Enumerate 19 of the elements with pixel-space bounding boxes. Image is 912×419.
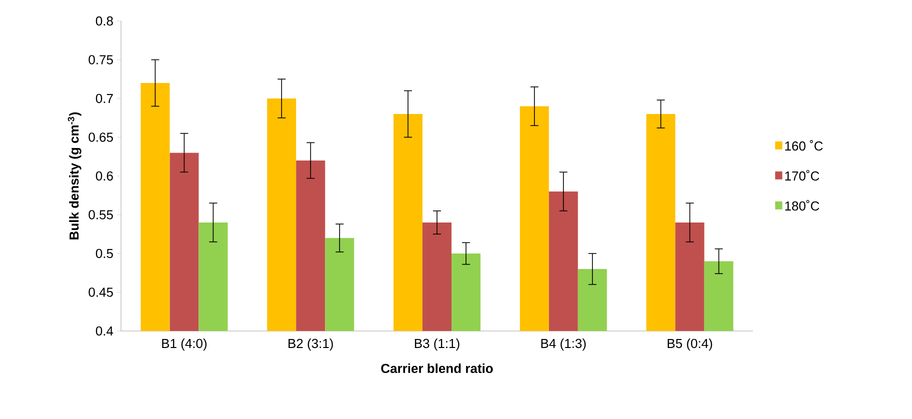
y-tick-label: 0.8 xyxy=(96,16,113,26)
x-tick-label: B1 (4:0) xyxy=(162,338,207,351)
legend-label: 180˚C xyxy=(785,200,820,211)
y-tick-label: 0.4 xyxy=(96,326,114,336)
x-tick-label: B3 (1:1) xyxy=(414,338,460,351)
y-tick-label: 0.7 xyxy=(96,94,113,104)
x-tick-label: B5 (0:4) xyxy=(668,338,712,351)
y-tick-label: 0.6 xyxy=(96,171,113,181)
y-tick-label: 0.75 xyxy=(88,55,113,64)
x-tick-label: B2 (3:1) xyxy=(288,338,333,351)
legend-label: 160 ˚C xyxy=(785,140,823,151)
legend-label: 170˚C xyxy=(785,170,820,181)
y-tick-label: 0.45 xyxy=(88,288,113,297)
x-tick-label: B4 (1:3) xyxy=(541,338,586,351)
x-axis-title: Carrier blend ratio xyxy=(381,363,493,374)
y-axis-title: Bulk density (g cm$^{-3}$) xyxy=(68,112,82,240)
y-tick-label: 0.65 xyxy=(88,132,113,142)
y-tick-label: 0.5 xyxy=(96,248,113,258)
y-tick-label: 0.55 xyxy=(88,210,113,220)
